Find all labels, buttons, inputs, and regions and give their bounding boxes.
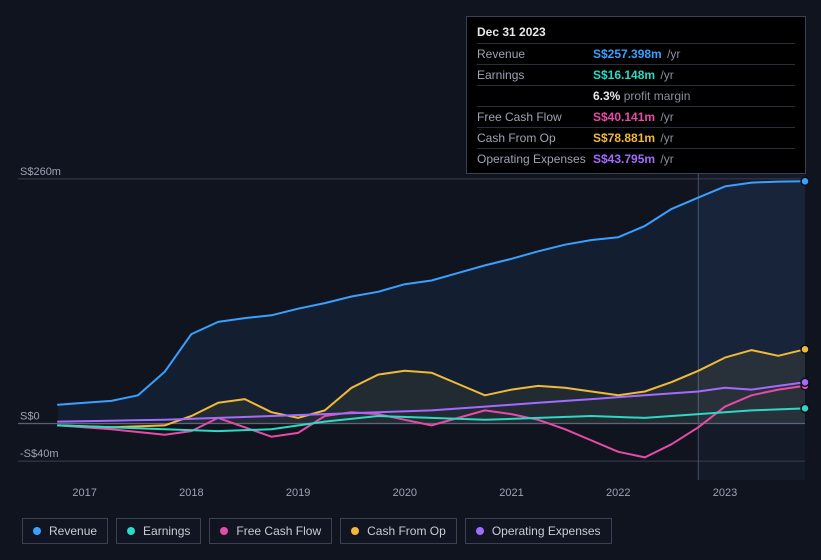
data-tooltip: Dec 31 2023 RevenueS$257.398m /yrEarning… [466, 16, 806, 174]
legend-item-revenue[interactable]: Revenue [22, 518, 108, 544]
tooltip-sublabel [477, 89, 593, 103]
y-axis-label: S$0 [20, 411, 40, 423]
series-end-dot-earnings [801, 404, 809, 412]
series-fill-revenue [58, 181, 805, 423]
x-axis-label: 2021 [499, 487, 523, 499]
x-axis-label: 2017 [72, 487, 96, 499]
tooltip-row-earnings: EarningsS$16.148m /yr [477, 64, 795, 85]
x-axis-label: 2020 [393, 487, 417, 499]
legend-item-opex[interactable]: Operating Expenses [465, 518, 612, 544]
tooltip-subvalue: 6.3% profit margin [593, 89, 690, 103]
tooltip-value: S$43.795m /yr [593, 152, 674, 166]
x-axis-label: 2019 [286, 487, 310, 499]
legend-label: Revenue [49, 524, 97, 538]
legend-item-fcf[interactable]: Free Cash Flow [209, 518, 332, 544]
legend-swatch [351, 527, 359, 535]
tooltip-value: S$257.398m /yr [593, 47, 680, 61]
tooltip-label: Revenue [477, 47, 593, 61]
legend-item-earnings[interactable]: Earnings [116, 518, 201, 544]
tooltip-value: S$78.881m /yr [593, 131, 674, 145]
series-end-dot-opex [801, 378, 809, 386]
legend-swatch [33, 527, 41, 535]
series-end-dot-revenue [801, 177, 809, 185]
legend-label: Cash From Op [367, 524, 446, 538]
legend-swatch [127, 527, 135, 535]
x-axis-label: 2018 [179, 487, 203, 499]
legend-swatch [220, 527, 228, 535]
tooltip-label: Cash From Op [477, 131, 593, 145]
tooltip-label: Operating Expenses [477, 152, 593, 166]
tooltip-value: S$16.148m /yr [593, 68, 674, 82]
tooltip-subrow-earnings: 6.3% profit margin [477, 85, 795, 106]
x-axis-label: 2023 [713, 487, 737, 499]
tooltip-row-fcf: Free Cash FlowS$40.141m /yr [477, 106, 795, 127]
series-end-dot-cfo [801, 345, 809, 353]
y-axis-label: S$260m [20, 166, 61, 178]
y-axis-label: -S$40m [20, 448, 59, 460]
legend-label: Earnings [143, 524, 190, 538]
tooltip-row-cfo: Cash From OpS$78.881m /yr [477, 127, 795, 148]
legend-label: Free Cash Flow [236, 524, 321, 538]
legend-item-cfo[interactable]: Cash From Op [340, 518, 457, 544]
tooltip-date: Dec 31 2023 [477, 23, 795, 43]
tooltip-row-opex: Operating ExpensesS$43.795m /yr [477, 148, 795, 169]
x-axis-label: 2022 [606, 487, 630, 499]
tooltip-value: S$40.141m /yr [593, 110, 674, 124]
tooltip-label: Free Cash Flow [477, 110, 593, 124]
legend-label: Operating Expenses [492, 524, 601, 538]
tooltip-row-revenue: RevenueS$257.398m /yr [477, 43, 795, 64]
legend: Revenue Earnings Free Cash Flow Cash From O… [22, 518, 612, 544]
financials-chart: -S$40m S$0 S$260m 2017 2018 2019 2020 2021 2022 2… [0, 0, 821, 560]
legend-swatch [476, 527, 484, 535]
tooltip-label: Earnings [477, 68, 593, 82]
